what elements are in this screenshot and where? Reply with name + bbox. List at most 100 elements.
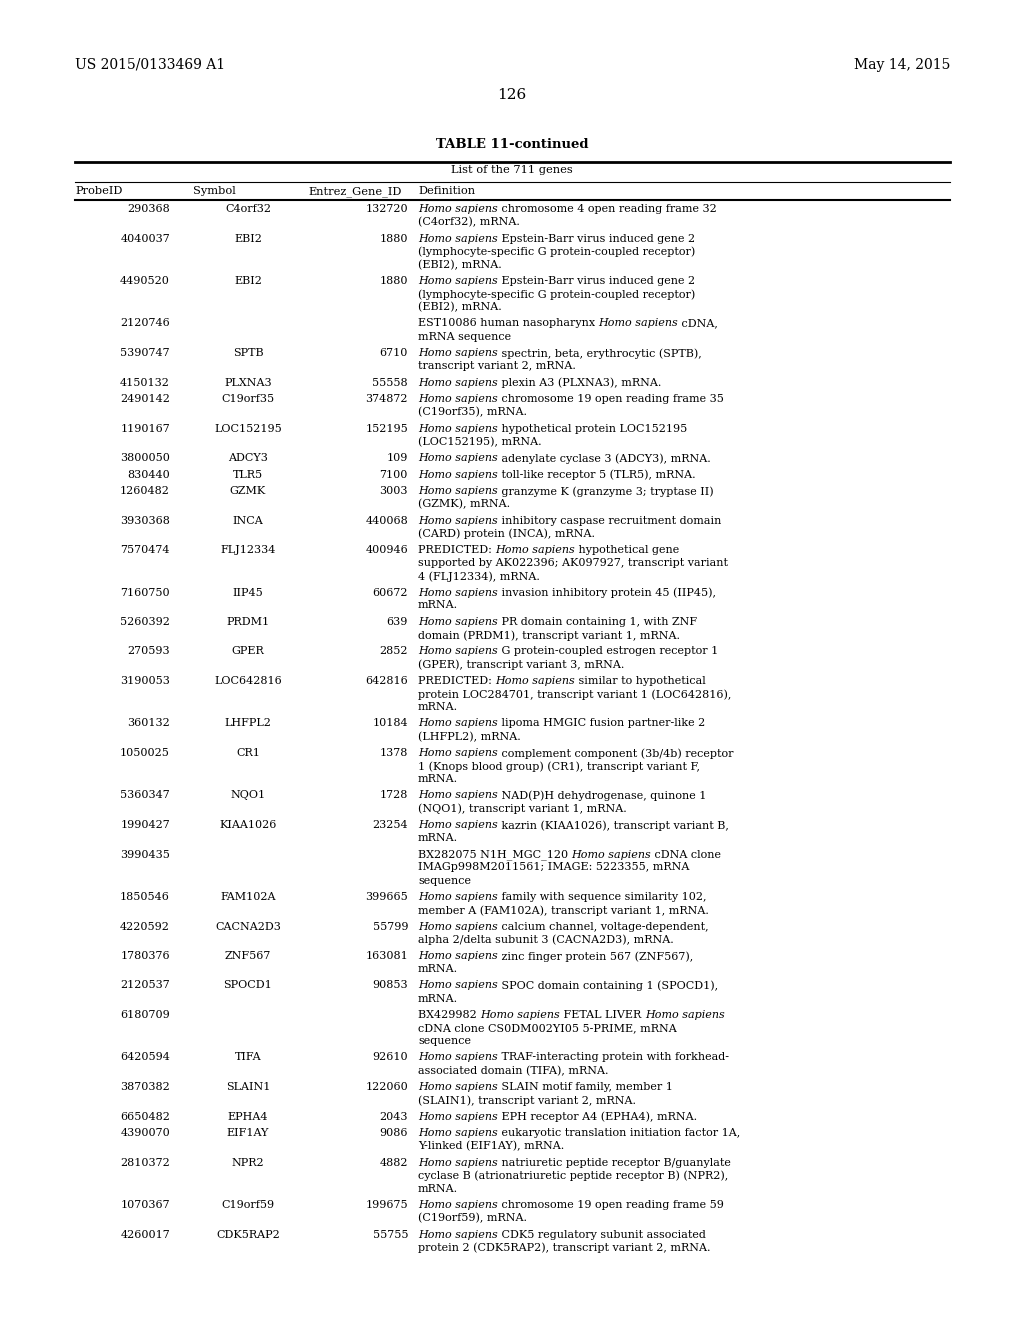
Text: Entrez_Gene_ID: Entrez_Gene_ID	[308, 186, 401, 197]
Text: Homo sapiens: Homo sapiens	[496, 676, 575, 686]
Text: 1190167: 1190167	[120, 424, 170, 433]
Text: Homo sapiens: Homo sapiens	[418, 1200, 498, 1210]
Text: 400946: 400946	[366, 545, 408, 554]
Text: 60672: 60672	[373, 587, 408, 598]
Text: Homo sapiens: Homo sapiens	[418, 820, 498, 830]
Text: 1260482: 1260482	[120, 486, 170, 496]
Text: EBI2: EBI2	[234, 276, 262, 286]
Text: PREDICTED:: PREDICTED:	[418, 676, 496, 686]
Text: BX429982: BX429982	[418, 1010, 480, 1020]
Text: mRNA sequence: mRNA sequence	[418, 331, 511, 342]
Text: 6420594: 6420594	[120, 1052, 170, 1063]
Text: 1378: 1378	[380, 748, 408, 758]
Text: PRDM1: PRDM1	[226, 616, 269, 627]
Text: Homo sapiens: Homo sapiens	[418, 1129, 498, 1138]
Text: SLAIN1: SLAIN1	[226, 1082, 270, 1092]
Text: hypothetical gene: hypothetical gene	[575, 545, 679, 554]
Text: supported by AK022396; AK097927, transcript variant: supported by AK022396; AK097927, transcr…	[418, 558, 728, 568]
Text: Homo sapiens: Homo sapiens	[418, 453, 498, 463]
Text: alpha 2/delta subunit 3 (CACNA2D3), mRNA.: alpha 2/delta subunit 3 (CACNA2D3), mRNA…	[418, 935, 674, 945]
Text: 109: 109	[387, 453, 408, 463]
Text: mRNA.: mRNA.	[418, 774, 458, 784]
Text: 1 (Knops blood group) (CR1), transcript variant F,: 1 (Knops blood group) (CR1), transcript …	[418, 762, 700, 772]
Text: 2490142: 2490142	[120, 393, 170, 404]
Text: Homo sapiens: Homo sapiens	[418, 1052, 498, 1063]
Text: 1850546: 1850546	[120, 892, 170, 902]
Text: GPER: GPER	[231, 647, 264, 656]
Text: EBI2: EBI2	[234, 234, 262, 243]
Text: (NQO1), transcript variant 1, mRNA.: (NQO1), transcript variant 1, mRNA.	[418, 804, 627, 814]
Text: (lymphocyte-specific G protein-coupled receptor): (lymphocyte-specific G protein-coupled r…	[418, 247, 695, 257]
Text: 4882: 4882	[380, 1158, 408, 1167]
Text: 3870382: 3870382	[120, 1082, 170, 1092]
Text: INCA: INCA	[232, 516, 263, 525]
Text: 2852: 2852	[380, 647, 408, 656]
Text: Homo sapiens: Homo sapiens	[418, 791, 498, 800]
Text: 4 (FLJ12334), mRNA.: 4 (FLJ12334), mRNA.	[418, 572, 540, 582]
Text: family with sequence similarity 102,: family with sequence similarity 102,	[498, 892, 707, 902]
Text: US 2015/0133469 A1: US 2015/0133469 A1	[75, 58, 225, 73]
Text: 830440: 830440	[127, 470, 170, 479]
Text: (lymphocyte-specific G protein-coupled receptor): (lymphocyte-specific G protein-coupled r…	[418, 289, 695, 300]
Text: CDK5RAP2: CDK5RAP2	[216, 1229, 280, 1239]
Text: Symbol: Symbol	[193, 186, 236, 195]
Text: (SLAIN1), transcript variant 2, mRNA.: (SLAIN1), transcript variant 2, mRNA.	[418, 1096, 636, 1106]
Text: 1880: 1880	[380, 234, 408, 243]
Text: domain (PRDM1), transcript variant 1, mRNA.: domain (PRDM1), transcript variant 1, mR…	[418, 630, 680, 640]
Text: PREDICTED:: PREDICTED:	[418, 545, 496, 554]
Text: 7100: 7100	[380, 470, 408, 479]
Text: EPH receptor A4 (EPHA4), mRNA.: EPH receptor A4 (EPHA4), mRNA.	[498, 1111, 697, 1122]
Text: lipoma HMGIC fusion partner-like 2: lipoma HMGIC fusion partner-like 2	[498, 718, 705, 729]
Text: Homo sapiens: Homo sapiens	[418, 516, 498, 525]
Text: member A (FAM102A), transcript variant 1, mRNA.: member A (FAM102A), transcript variant 1…	[418, 906, 709, 916]
Text: ADCY3: ADCY3	[228, 453, 268, 463]
Text: Homo sapiens: Homo sapiens	[418, 892, 498, 902]
Text: 6650482: 6650482	[120, 1111, 170, 1122]
Text: mRNA.: mRNA.	[418, 994, 458, 1003]
Text: ZNF567: ZNF567	[225, 950, 271, 961]
Text: Homo sapiens: Homo sapiens	[418, 587, 498, 598]
Text: 55755: 55755	[373, 1229, 408, 1239]
Text: chromosome 19 open reading frame 59: chromosome 19 open reading frame 59	[498, 1200, 724, 1210]
Text: (C4orf32), mRNA.: (C4orf32), mRNA.	[418, 216, 520, 227]
Text: sequence: sequence	[418, 875, 471, 886]
Text: 2120746: 2120746	[120, 318, 170, 329]
Text: 3930368: 3930368	[120, 516, 170, 525]
Text: 199675: 199675	[366, 1200, 408, 1210]
Text: 4220592: 4220592	[120, 921, 170, 932]
Text: IMAGp998M2011561; IMAGE: 5223355, mRNA: IMAGp998M2011561; IMAGE: 5223355, mRNA	[418, 862, 689, 873]
Text: KIAA1026: KIAA1026	[219, 820, 276, 830]
Text: 3003: 3003	[380, 486, 408, 496]
Text: G protein-coupled estrogen receptor 1: G protein-coupled estrogen receptor 1	[498, 647, 718, 656]
Text: kazrin (KIAA1026), transcript variant B,: kazrin (KIAA1026), transcript variant B,	[498, 820, 729, 830]
Text: chromosome 19 open reading frame 35: chromosome 19 open reading frame 35	[498, 393, 724, 404]
Text: Homo sapiens: Homo sapiens	[418, 276, 498, 286]
Text: 1880: 1880	[380, 276, 408, 286]
Text: associated domain (TIFA), mRNA.: associated domain (TIFA), mRNA.	[418, 1065, 608, 1076]
Text: plexin A3 (PLXNA3), mRNA.: plexin A3 (PLXNA3), mRNA.	[498, 378, 662, 388]
Text: TABLE 11-continued: TABLE 11-continued	[436, 139, 588, 150]
Text: 4260017: 4260017	[120, 1229, 170, 1239]
Text: BX282075 N1H_MGC_120: BX282075 N1H_MGC_120	[418, 850, 571, 861]
Text: Epstein-Barr virus induced gene 2: Epstein-Barr virus induced gene 2	[498, 234, 695, 243]
Text: Y-linked (EIF1AY), mRNA.: Y-linked (EIF1AY), mRNA.	[418, 1140, 564, 1151]
Text: Homo sapiens: Homo sapiens	[571, 850, 651, 859]
Text: SPOC domain containing 1 (SPOCD1),: SPOC domain containing 1 (SPOCD1),	[498, 981, 718, 991]
Text: 9086: 9086	[380, 1129, 408, 1138]
Text: adenylate cyclase 3 (ADCY3), mRNA.: adenylate cyclase 3 (ADCY3), mRNA.	[498, 453, 711, 463]
Text: 4490520: 4490520	[120, 276, 170, 286]
Text: 374872: 374872	[366, 393, 408, 404]
Text: Homo sapiens: Homo sapiens	[418, 1229, 498, 1239]
Text: Homo sapiens: Homo sapiens	[418, 205, 498, 214]
Text: (C19orf59), mRNA.: (C19orf59), mRNA.	[418, 1213, 527, 1224]
Text: mRNA.: mRNA.	[418, 702, 458, 711]
Text: eukaryotic translation initiation factor 1A,: eukaryotic translation initiation factor…	[498, 1129, 740, 1138]
Text: spectrin, beta, erythrocytic (SPTB),: spectrin, beta, erythrocytic (SPTB),	[498, 348, 701, 359]
Text: 4390070: 4390070	[120, 1129, 170, 1138]
Text: (EBI2), mRNA.: (EBI2), mRNA.	[418, 260, 502, 269]
Text: (CARD) protein (INCA), mRNA.: (CARD) protein (INCA), mRNA.	[418, 528, 595, 539]
Text: SPOCD1: SPOCD1	[223, 981, 272, 990]
Text: inhibitory caspase recruitment domain: inhibitory caspase recruitment domain	[498, 516, 721, 525]
Text: SLAIN motif family, member 1: SLAIN motif family, member 1	[498, 1082, 673, 1092]
Text: LOC642816: LOC642816	[214, 676, 282, 686]
